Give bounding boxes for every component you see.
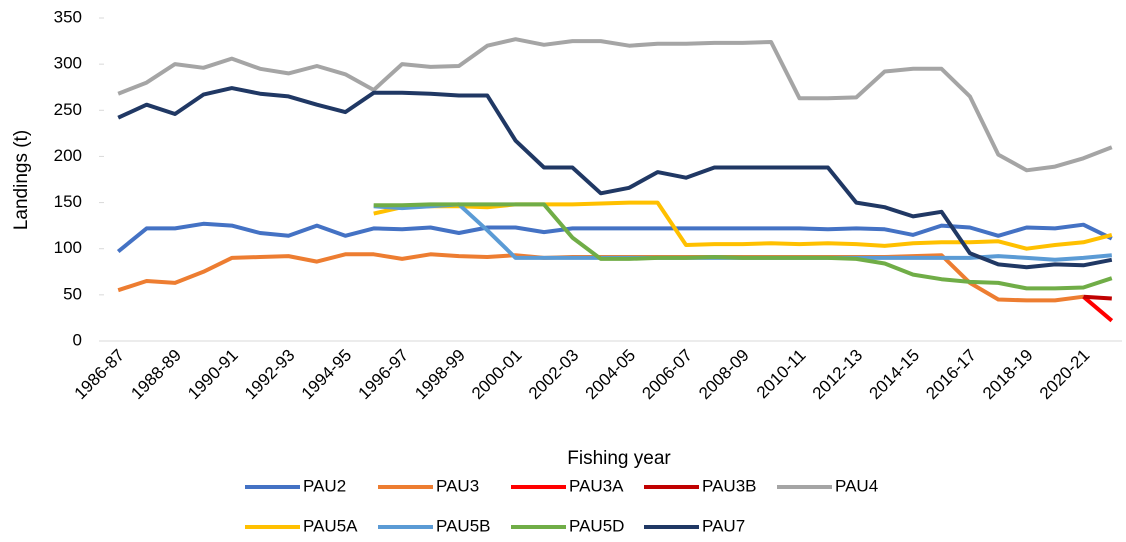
x-tick-label: 2010-11 [753, 346, 810, 403]
x-tick-label: 2002-03 [525, 346, 583, 404]
x-tick-label: 2020-21 [1036, 346, 1094, 404]
x-tick-label: 1998-99 [411, 346, 469, 404]
x-tick-label: 1992-93 [241, 346, 299, 404]
series-line [117, 37, 1113, 173]
x-tick-label: 2006-07 [638, 346, 696, 404]
x-tick-label: 2000-01 [468, 346, 526, 404]
x-tick-label: 1990-91 [184, 346, 242, 404]
legend-label: PAU3 [436, 476, 479, 495]
legend-label: PAU5B [436, 516, 491, 535]
series-line [1083, 294, 1112, 301]
legend-label: PAU7 [702, 516, 745, 535]
y-tick-label: 300 [54, 54, 82, 73]
x-tick-label: 2014-15 [866, 346, 924, 404]
x-axis-title: Fishing year [567, 448, 671, 469]
series-line [373, 202, 1113, 291]
x-tick-label: 1994-95 [298, 346, 356, 404]
x-tick-label: 2004-05 [582, 346, 640, 404]
y-tick-label: 350 [54, 7, 82, 26]
x-tick-label: 2012-13 [809, 346, 867, 404]
x-tick-label: 1988-89 [127, 346, 185, 404]
y-tick-label: 150 [54, 192, 82, 211]
x-tick-label: 1986-87 [71, 346, 129, 404]
series-line [116, 221, 1113, 254]
series-line [1082, 295, 1114, 323]
y-tick-label: 100 [54, 238, 82, 257]
legend-label: PAU5A [303, 516, 358, 535]
y-axis-title: Landings (t) [11, 130, 32, 230]
legend-label: PAU3B [702, 476, 757, 495]
series-line [117, 86, 1113, 270]
y-tick-label: 250 [54, 100, 82, 119]
series-line [373, 202, 1112, 262]
legend-label: PAU3A [569, 476, 624, 495]
x-tick-label: 2018-19 [979, 346, 1037, 404]
x-tick-label: 1996-97 [355, 346, 413, 404]
legend-label: PAU2 [303, 476, 346, 495]
y-tick-label: 50 [63, 284, 82, 303]
legend-label: PAU4 [835, 476, 878, 495]
y-tick-label: 200 [54, 146, 82, 165]
legend-label: PAU5D [569, 516, 624, 535]
x-tick-label: 2016-17 [922, 346, 980, 404]
y-tick-label: 0 [73, 330, 82, 349]
x-tick-label: 2008-09 [695, 346, 753, 404]
